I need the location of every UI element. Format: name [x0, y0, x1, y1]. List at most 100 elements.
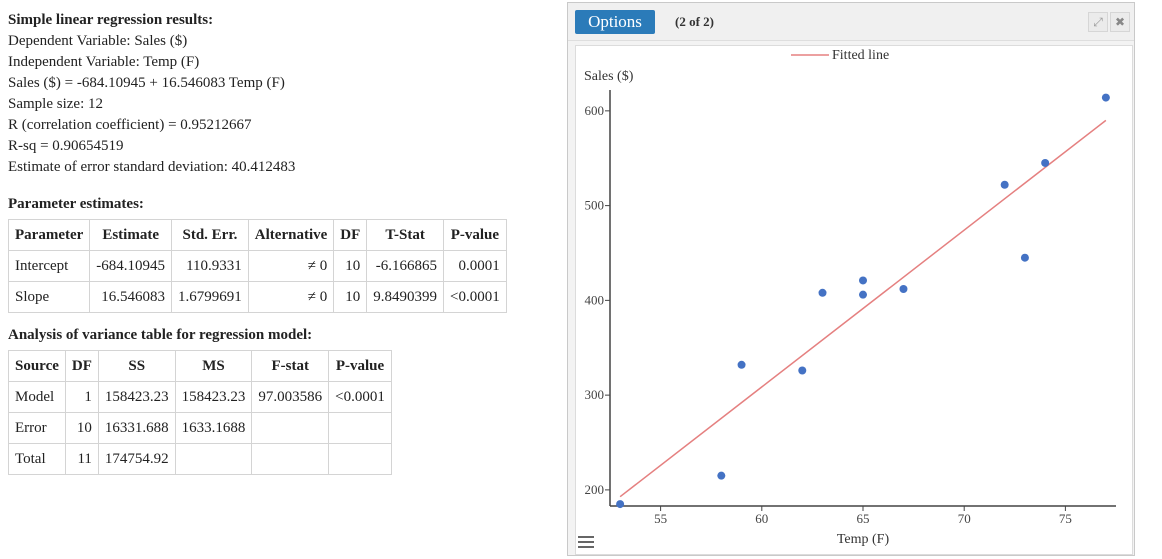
anova-table: Source DF SS MS F-stat P-value Model 1 1… [8, 350, 392, 475]
table-cell: <0.0001 [443, 281, 507, 313]
column-header: P-value [443, 219, 507, 251]
column-header: T-Stat [366, 219, 445, 251]
table-cell: Model [8, 381, 66, 413]
table-cell: ≠ 0 [247, 281, 335, 313]
column-header: Std. Err. [171, 219, 249, 251]
column-header: DF [333, 219, 368, 251]
table-cell [251, 443, 330, 475]
table-row: Model 1 158423.23 158423.23 97.003586 <0… [8, 381, 392, 413]
data-point [859, 276, 867, 285]
table-row: Slope 16.546083 1.6799691 ≠ 0 10 9.84903… [7, 281, 507, 313]
y-axis-label: Sales ($) [584, 69, 634, 84]
table-header-row: Parameter Estimate Std. Err. Alternative… [7, 219, 507, 251]
table-cell [328, 443, 392, 475]
x-tick-label: 65 [857, 511, 870, 526]
table-cell: 174754.92 [97, 443, 176, 475]
table-row: Intercept -684.10945 110.9331 ≠ 0 10 -6.… [7, 250, 507, 282]
y-tick-label: 500 [585, 198, 605, 213]
column-header: Source [8, 350, 66, 382]
result-line-error-sd: Estimate of error standard deviation: 40… [8, 159, 296, 175]
options-button[interactable]: Options [575, 10, 655, 34]
y-tick-label: 200 [585, 482, 605, 497]
table-cell: -684.10945 [89, 250, 173, 282]
hamburger-icon[interactable] [578, 536, 594, 548]
column-header: MS [174, 350, 253, 382]
table-cell: 9.8490399 [366, 281, 445, 313]
y-tick-label: 600 [585, 103, 605, 118]
anova-title: Analysis of variance table for regressio… [8, 327, 313, 343]
table-cell: 10 [333, 281, 368, 313]
fitted-line [619, 119, 1107, 498]
table-cell: Error [8, 412, 66, 444]
column-header: F-stat [251, 350, 330, 382]
table-cell [328, 412, 392, 444]
table-cell [251, 412, 330, 444]
table-cell: 158423.23 [97, 381, 176, 413]
result-line-r: R (correlation coefficient) = 0.95212667 [8, 117, 252, 133]
scatter-chart: 200 300 400 500 600 55 60 65 70 75 Sales ($) Temp (… [584, 48, 1116, 547]
table-cell: Intercept [7, 250, 91, 282]
table-header-row: Source DF SS MS F-stat P-value [8, 350, 392, 382]
table-cell: <0.0001 [328, 381, 392, 413]
x-tick-label: 55 [654, 511, 667, 526]
x-tick-label: 70 [958, 511, 971, 526]
close-icon[interactable]: ✖ [1110, 12, 1130, 32]
panel-toolbar: Options (2 of 2) ⤢ ✖ [568, 3, 1134, 41]
x-tick-label: 60 [755, 511, 768, 526]
y-tick-label: 300 [585, 387, 605, 402]
column-header: Alternative [247, 219, 335, 251]
data-point [818, 288, 827, 297]
table-cell [174, 443, 253, 475]
result-line-dependent: Dependent Variable: Sales ($) [8, 33, 188, 49]
table-cell: 1.6799691 [171, 281, 249, 313]
table-cell: Total [8, 443, 66, 475]
data-point [1101, 93, 1110, 102]
param-estimates-title: Parameter estimates: [8, 196, 144, 212]
data-point [616, 500, 625, 509]
page-indicator: (2 of 2) [675, 14, 714, 29]
column-header: P-value [328, 350, 392, 382]
table-cell: 97.003586 [251, 381, 330, 413]
table-cell: 11 [64, 443, 99, 475]
result-line-equation: Sales ($) = -684.10945 + 16.546083 Temp … [8, 75, 285, 91]
results-title: Simple linear regression results: [8, 12, 214, 28]
data-point [1041, 158, 1050, 167]
table-cell: Slope [7, 281, 91, 313]
result-line-sample-size: Sample size: 12 [8, 96, 103, 112]
table-cell: -6.166865 [366, 250, 445, 282]
x-axis-label: Temp (F) [837, 532, 890, 547]
param-estimates-table: Parameter Estimate Std. Err. Alternative… [7, 219, 507, 313]
plot-area: 200 300 400 500 600 55 60 65 70 75 Sales ($) Temp (… [575, 45, 1133, 555]
graph-panel: Options (2 of 2) ⤢ ✖ 200 300 400 500 600 55 60… [567, 2, 1135, 556]
column-header: Estimate [89, 219, 173, 251]
table-row: Total 11 174754.92 [8, 443, 392, 475]
data-point [798, 366, 807, 375]
column-header: SS [97, 350, 176, 382]
table-cell: 16331.688 [97, 412, 176, 444]
table-row: Error 10 16331.688 1633.1688 [8, 412, 392, 444]
data-point [1020, 253, 1029, 262]
table-cell: 10 [64, 412, 99, 444]
x-tick-label: 75 [1059, 511, 1072, 526]
result-line-rsq: R-sq = 0.90654519 [8, 138, 124, 154]
data-point [737, 360, 746, 369]
table-cell: 0.0001 [443, 250, 507, 282]
legend-label: Fitted line [832, 48, 889, 63]
table-cell: 110.9331 [171, 250, 249, 282]
column-header: Parameter [7, 219, 91, 251]
table-cell: 16.546083 [89, 281, 173, 313]
regression-results: Simple linear regression results: Depend… [7, 10, 568, 475]
data-point [717, 471, 726, 480]
table-cell: 158423.23 [174, 381, 253, 413]
data-point [859, 290, 867, 299]
expand-icon[interactable]: ⤢ [1088, 12, 1108, 32]
table-cell: 10 [333, 250, 368, 282]
data-point [1000, 180, 1009, 189]
table-cell: 1633.1688 [174, 412, 253, 444]
result-line-independent: Independent Variable: Temp (F) [8, 54, 200, 70]
column-header: DF [64, 350, 99, 382]
data-point [899, 284, 908, 293]
y-tick-label: 400 [585, 292, 605, 307]
table-cell: ≠ 0 [247, 250, 335, 282]
table-cell: 1 [64, 381, 99, 413]
